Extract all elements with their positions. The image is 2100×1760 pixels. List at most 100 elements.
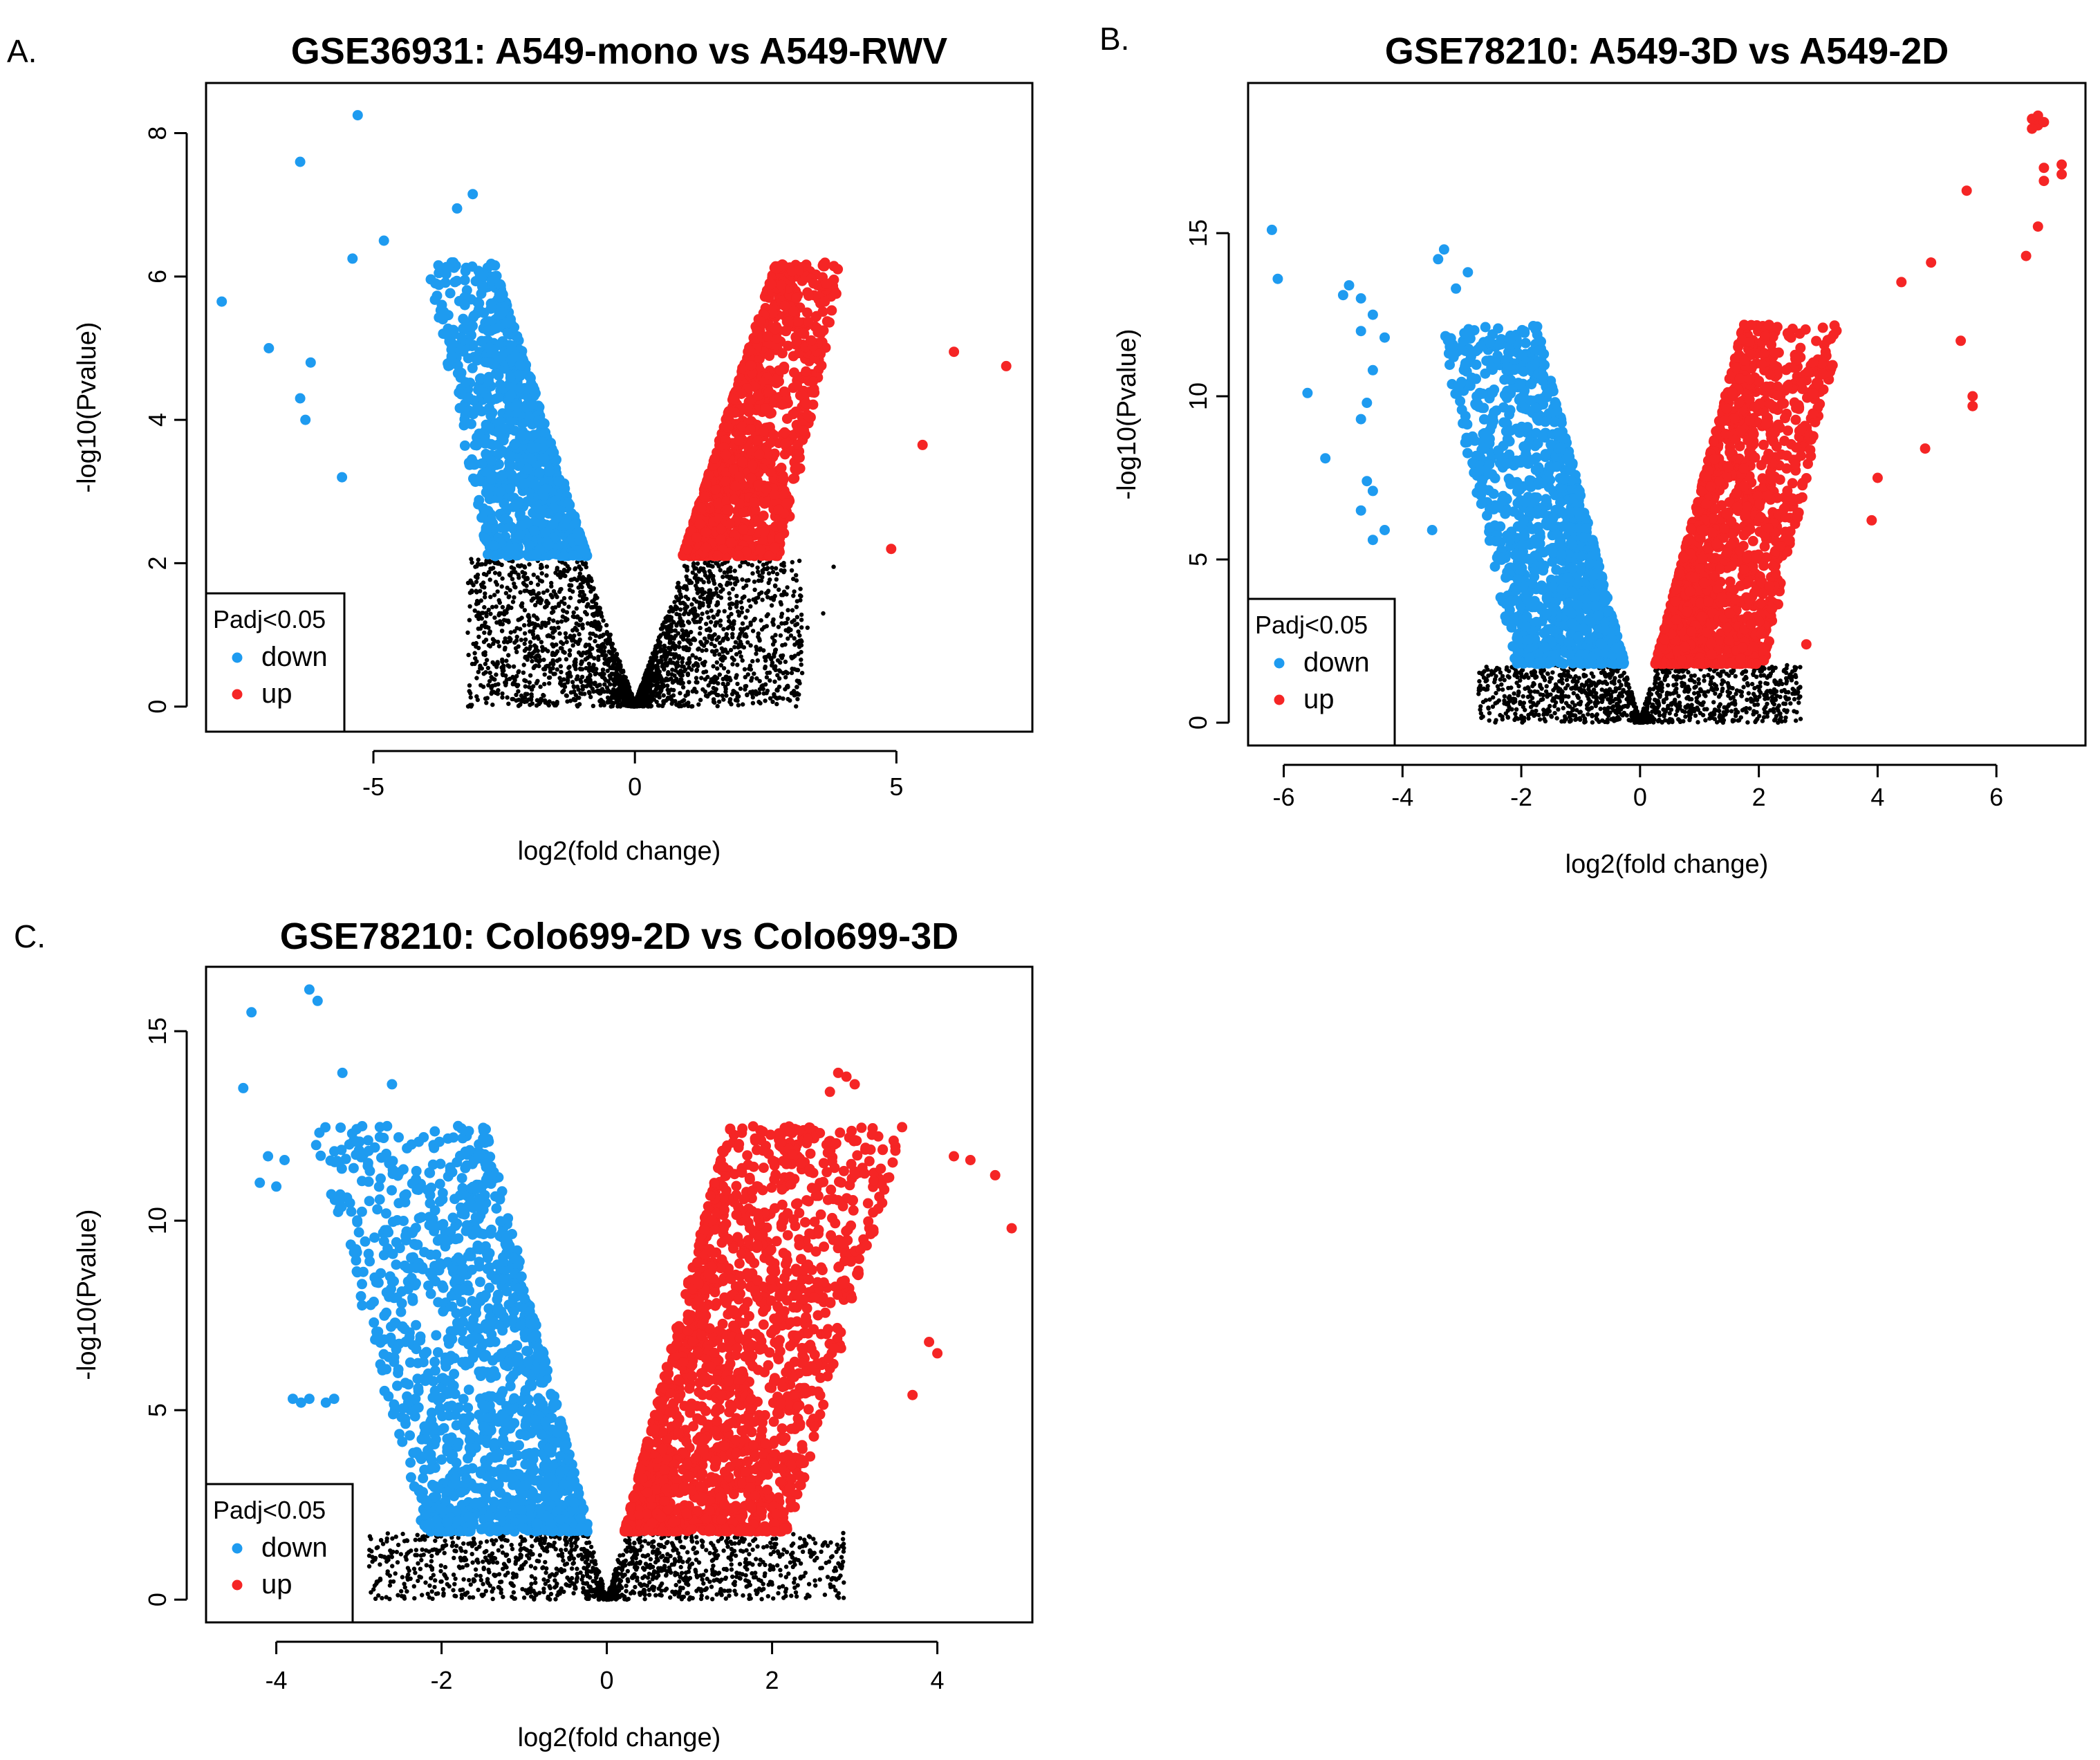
ns-point <box>528 629 532 634</box>
ns-point <box>512 595 517 600</box>
up-point <box>736 456 747 467</box>
ns-point <box>736 613 742 618</box>
ns-point <box>671 660 676 665</box>
up-point <box>691 532 702 544</box>
up-point <box>700 491 710 502</box>
ns-point <box>769 603 774 608</box>
ns-point <box>575 704 580 709</box>
ns-point <box>607 640 612 645</box>
ns-point <box>615 694 620 699</box>
ns-point <box>725 650 730 655</box>
ns-point <box>544 600 549 604</box>
down-point <box>493 392 504 403</box>
up-point <box>754 450 765 460</box>
ns-point <box>544 564 550 569</box>
ns-point <box>586 661 592 667</box>
ns-point <box>685 566 689 571</box>
ns-point <box>786 629 791 634</box>
ns-point <box>588 636 593 641</box>
x-axis-label: log2(fold change) <box>518 837 721 866</box>
ns-point <box>487 577 492 582</box>
up-point <box>730 481 741 492</box>
down-point <box>433 260 444 271</box>
ns-point <box>586 677 591 682</box>
ns-point <box>691 617 696 622</box>
ns-point <box>660 649 665 654</box>
down-point <box>491 270 502 281</box>
ns-point <box>584 564 588 570</box>
ns-point <box>555 701 559 706</box>
ns-point <box>743 675 748 680</box>
ns-point <box>727 606 733 611</box>
ns-point <box>752 580 757 584</box>
ns-point <box>483 638 489 642</box>
up-point <box>762 331 773 342</box>
ns-point <box>535 678 540 683</box>
ns-point <box>615 657 620 662</box>
ns-point <box>640 701 644 705</box>
ns-point <box>799 657 803 663</box>
ns-point <box>799 625 804 630</box>
ns-point <box>559 586 564 592</box>
ns-point <box>680 685 686 689</box>
ns-point <box>541 667 546 671</box>
ns-point <box>483 595 487 600</box>
ns-point <box>718 618 723 623</box>
ns-point <box>503 645 508 650</box>
ns-point <box>750 629 756 633</box>
down-point <box>573 526 584 537</box>
ns-point <box>557 601 561 606</box>
ns-point <box>506 701 511 706</box>
down-point <box>522 517 533 528</box>
ns-point <box>661 684 666 689</box>
up-point <box>725 537 736 548</box>
ns-point <box>716 635 721 640</box>
ns-point <box>699 676 704 680</box>
ns-point <box>711 591 716 596</box>
ns-point <box>486 683 491 687</box>
ns-point <box>653 687 658 692</box>
down-point <box>440 329 452 340</box>
ns-point <box>704 622 709 627</box>
ns-point <box>706 604 712 609</box>
ns-point <box>567 587 573 593</box>
up-point <box>747 459 758 470</box>
down-point <box>337 472 348 483</box>
ns-point <box>534 615 539 620</box>
down-point <box>486 455 497 466</box>
ns-point <box>683 606 688 611</box>
down-point <box>543 466 555 477</box>
up-point <box>781 326 792 337</box>
ns-point <box>483 591 487 596</box>
up-point <box>778 474 789 485</box>
ns-point <box>700 592 705 597</box>
ns-point <box>699 642 705 647</box>
ns-point <box>604 622 609 628</box>
ns-point <box>642 678 647 683</box>
ns-point <box>789 670 795 676</box>
ns-point <box>588 589 593 594</box>
ns-point <box>531 589 536 593</box>
ns-point <box>739 610 745 615</box>
ns-point <box>516 618 521 622</box>
down-point <box>493 370 504 381</box>
ns-point <box>672 600 677 604</box>
ns-point <box>732 689 737 694</box>
ns-point <box>756 578 761 583</box>
down-point <box>580 548 591 559</box>
ns-point <box>485 665 491 671</box>
down-point <box>216 296 227 307</box>
ns-point <box>687 579 692 584</box>
ns-point <box>666 669 671 675</box>
ns-point <box>772 679 777 684</box>
ns-point <box>763 664 768 669</box>
ns-point <box>573 625 578 631</box>
ns-point <box>474 676 479 680</box>
ns-point <box>774 571 780 577</box>
ns-point <box>679 634 684 639</box>
ns-point <box>620 701 624 705</box>
down-point <box>474 298 485 308</box>
ns-point <box>772 648 778 653</box>
ns-point <box>482 604 487 610</box>
ns-point <box>678 607 683 612</box>
